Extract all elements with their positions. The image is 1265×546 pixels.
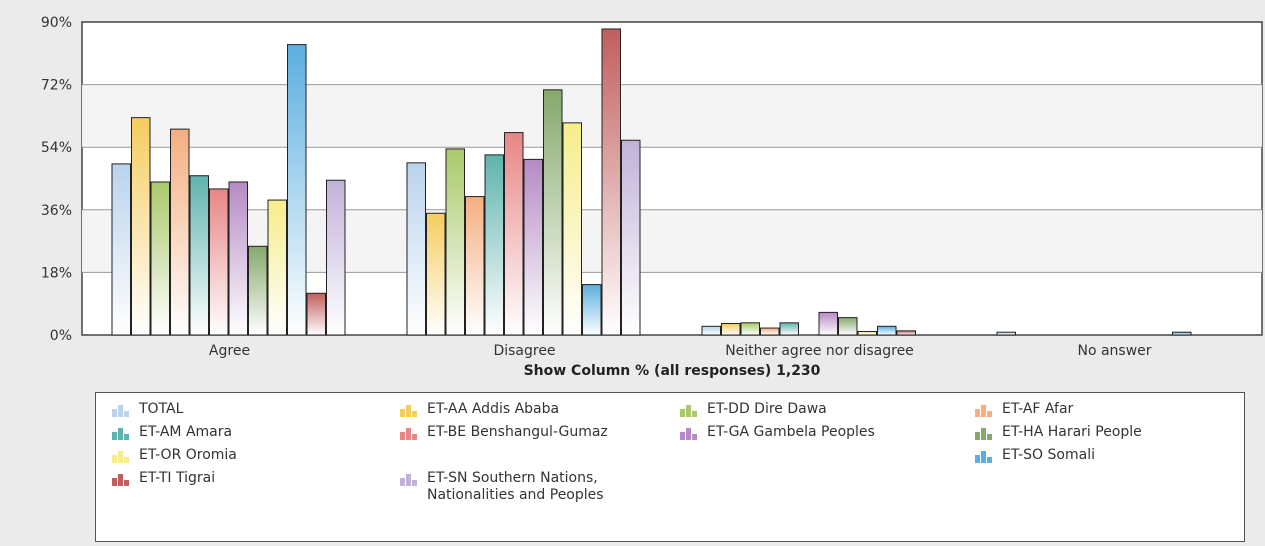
- legend: TOTAL ET-AA Addis Ababa ET-DD Dire Dawa ET-…: [95, 392, 1245, 542]
- legend-label: ET-HA Harari People: [1002, 424, 1142, 440]
- bar[interactable]: [621, 139, 641, 336]
- bar[interactable]: [287, 44, 307, 336]
- bar[interactable]: [740, 322, 760, 336]
- bar[interactable]: [601, 28, 621, 336]
- legend-swatch-icon: [112, 428, 129, 440]
- legend-item[interactable]: ET-SN Southern Nations, Nationalities an…: [399, 470, 649, 504]
- bar[interactable]: [701, 325, 721, 336]
- bar[interactable]: [857, 331, 877, 336]
- bar[interactable]: [877, 325, 897, 336]
- legend-swatch-icon: [400, 474, 417, 486]
- legend-swatch-icon: [112, 474, 129, 486]
- legend-item[interactable]: ET-AA Addis Ababa: [399, 401, 649, 418]
- bar[interactable]: [111, 163, 131, 336]
- legend-swatch-icon: [400, 428, 417, 440]
- x-category-label: Agree: [209, 343, 250, 359]
- legend-label: ET-AA Addis Ababa: [427, 401, 560, 417]
- legend-item[interactable]: TOTAL: [111, 401, 381, 418]
- bar[interactable]: [504, 132, 524, 336]
- y-tick-label: 90%: [41, 15, 72, 31]
- y-tick-label: 0%: [50, 328, 72, 344]
- bar[interactable]: [996, 331, 1016, 336]
- y-tick-label: 72%: [41, 78, 72, 94]
- legend-label: ET-DD Dire Dawa: [707, 401, 827, 417]
- bar[interactable]: [326, 179, 346, 336]
- bar[interactable]: [189, 175, 209, 336]
- legend-item[interactable]: ET-BE Benshangul-Gumaz: [399, 424, 649, 441]
- y-tick-label: 18%: [41, 265, 72, 281]
- legend-item[interactable]: ET-AF Afar: [974, 401, 1239, 418]
- x-category-label: No answer: [1077, 343, 1151, 359]
- bar[interactable]: [562, 122, 582, 336]
- bar[interactable]: [445, 148, 465, 336]
- bar[interactable]: [267, 199, 287, 336]
- legend-swatch-icon: [112, 405, 129, 417]
- legend-label: ET-SO Somali: [1002, 447, 1095, 463]
- bar[interactable]: [248, 245, 268, 336]
- legend-swatch-icon: [112, 451, 129, 463]
- legend-item[interactable]: ET-AM Amara: [111, 424, 381, 441]
- legend-label: ET-SN Southern Nations, Nationalities an…: [427, 470, 604, 503]
- legend-label: ET-GA Gambela Peoples: [707, 424, 875, 440]
- bar[interactable]: [1172, 331, 1192, 336]
- legend-swatch-icon: [975, 451, 992, 463]
- bar[interactable]: [131, 117, 151, 336]
- bar[interactable]: [818, 311, 838, 336]
- x-category-label: Disagree: [493, 343, 555, 359]
- bar[interactable]: [209, 188, 229, 336]
- bar[interactable]: [779, 322, 799, 336]
- bar-chart: 0% 18% 36% 54% 72% 90% Agree Disagree Neither a…: [41, 15, 1263, 379]
- y-tick-label: 36%: [41, 203, 72, 219]
- bar[interactable]: [721, 323, 741, 336]
- legend-swatch-icon: [975, 405, 992, 417]
- legend-label: ET-AM Amara: [139, 424, 233, 440]
- legend-item[interactable]: ET-TI Tigrai: [111, 470, 381, 487]
- grid-band: [82, 84, 1262, 148]
- bar[interactable]: [150, 181, 170, 336]
- legend-item[interactable]: ET-OR Oromia: [111, 447, 381, 464]
- bar[interactable]: [426, 212, 446, 336]
- legend-label: ET-TI Tigrai: [139, 470, 216, 486]
- legend-swatch-icon: [680, 428, 697, 440]
- legend-item[interactable]: ET-GA Gambela Peoples: [679, 424, 879, 441]
- bar[interactable]: [228, 181, 248, 336]
- legend-item[interactable]: ET-DD Dire Dawa: [679, 401, 879, 418]
- bar[interactable]: [838, 317, 858, 336]
- legend-swatch-icon: [975, 428, 992, 440]
- legend-label: TOTAL: [139, 401, 184, 417]
- legend-label: ET-AF Afar: [1002, 401, 1074, 417]
- bar[interactable]: [896, 330, 916, 336]
- y-tick-label: 54%: [41, 140, 72, 156]
- x-axis-title: Show Column % (all responses) 1,230: [524, 363, 821, 379]
- legend-swatch-icon: [400, 405, 417, 417]
- bar[interactable]: [582, 284, 602, 336]
- legend-label: ET-OR Oromia: [139, 447, 237, 463]
- x-category-label: Neither agree nor disagree: [725, 343, 914, 359]
- legend-item[interactable]: ET-SO Somali: [974, 447, 1239, 464]
- bar[interactable]: [543, 89, 563, 336]
- legend-item[interactable]: ET-HA Harari People: [974, 424, 1239, 441]
- legend-swatch-icon: [680, 405, 697, 417]
- legend-label: ET-BE Benshangul-Gumaz: [427, 424, 608, 440]
- bar[interactable]: [306, 292, 326, 336]
- bar[interactable]: [523, 158, 543, 336]
- bar[interactable]: [760, 327, 780, 336]
- bar[interactable]: [465, 196, 485, 336]
- bar[interactable]: [170, 128, 190, 336]
- bar[interactable]: [484, 154, 504, 336]
- bar[interactable]: [406, 162, 426, 336]
